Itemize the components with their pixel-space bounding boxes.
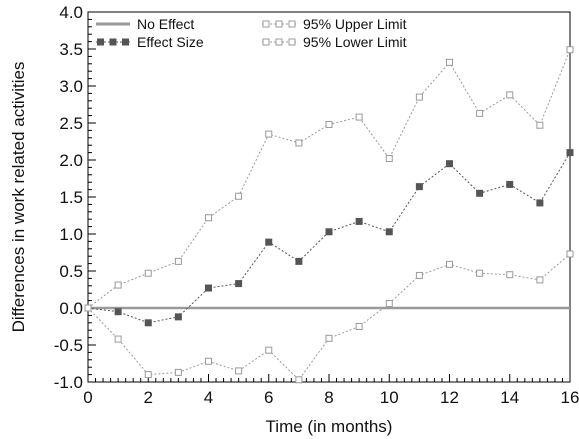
x-tick-label: 8 xyxy=(324,388,333,407)
legend-label-lower-limit: 95% Lower Limit xyxy=(303,34,407,50)
data-point-95-lower-limit xyxy=(114,335,122,343)
legend-label-no-effect: No Effect xyxy=(137,16,194,32)
legend-swatch-lower-limit-marker xyxy=(288,38,296,46)
data-point-95-upper-limit xyxy=(265,130,273,138)
data-point-95-lower-limit xyxy=(205,357,212,365)
data-point-effect-size xyxy=(446,160,453,168)
legend-entry-no-effect: No Effect xyxy=(96,16,194,32)
x-tick-label: 4 xyxy=(204,388,213,407)
data-point-effect-size xyxy=(114,308,122,316)
x-tick-label: 0 xyxy=(83,388,92,407)
y-tick-label: -1.0 xyxy=(54,373,83,392)
legend: No Effect Effect Size 95% Upper Limit 95… xyxy=(96,16,407,50)
data-point-95-upper-limit xyxy=(446,58,453,66)
data-point-effect-size xyxy=(265,238,273,246)
data-point-95-upper-limit xyxy=(355,113,363,121)
data-point-95-lower-limit xyxy=(265,346,273,354)
data-point-95-lower-limit xyxy=(355,323,363,330)
data-point-95-lower-limit xyxy=(536,276,544,284)
data-point-95-lower-limit xyxy=(506,271,514,279)
y-tick-label: 2.0 xyxy=(59,151,83,170)
data-point-95-lower-limit xyxy=(174,368,182,376)
data-point-95-lower-limit xyxy=(446,260,453,268)
plot-frame xyxy=(87,11,571,383)
y-tick-label: 3.0 xyxy=(59,77,83,96)
legend-swatch-upper-limit-marker xyxy=(288,20,296,28)
data-point-effect-size xyxy=(144,319,152,327)
y-axis-title: Differences in work related activities xyxy=(9,62,28,333)
data-point-95-upper-limit xyxy=(415,93,423,101)
legend-swatch-upper-limit-marker xyxy=(262,20,270,28)
data-point-effect-size xyxy=(355,217,363,225)
legend-entry-effect-size: Effect Size xyxy=(96,34,204,50)
y-tick-label: 2.5 xyxy=(59,114,83,133)
legend-label-effect-size: Effect Size xyxy=(137,34,204,50)
data-point-95-lower-limit xyxy=(235,367,243,375)
y-tick-label: 4.0 xyxy=(59,3,83,22)
series-layer xyxy=(84,46,574,384)
data-point-95-lower-limit xyxy=(295,376,303,384)
data-point-95-upper-limit xyxy=(385,155,393,163)
x-tick-label: 16 xyxy=(561,388,579,407)
data-point-95-lower-limit xyxy=(476,269,484,277)
legend-swatch-lower-limit-marker xyxy=(275,38,283,46)
legend-entry-upper-limit: 95% Upper Limit xyxy=(262,16,407,32)
data-point-effect-size xyxy=(476,189,484,197)
y-tick-label: 1.5 xyxy=(59,188,83,207)
x-axis-title: Time (in months) xyxy=(266,417,393,436)
data-point-effect-size xyxy=(325,228,333,236)
data-point-effect-size xyxy=(205,284,212,292)
data-point-95-upper-limit xyxy=(325,120,333,128)
minor-ticks xyxy=(88,18,563,382)
legend-swatch-upper-limit-marker xyxy=(275,20,283,28)
data-point-95-upper-limit xyxy=(476,109,484,117)
data-point-95-upper-limit xyxy=(114,281,122,289)
data-point-95-lower-limit xyxy=(84,304,92,312)
data-point-effect-size xyxy=(506,180,514,188)
data-point-95-upper-limit xyxy=(205,214,212,222)
x-axis-ticks: 0 2 4 6 8 10 12 14 16 xyxy=(83,374,579,407)
y-axis-ticks: -1.0 -0.5 0.0 0.5 1.0 1.5 2.0 2.5 3.0 3.5 4.0 xyxy=(54,3,96,392)
data-point-95-upper-limit xyxy=(566,46,574,54)
data-point-95-lower-limit xyxy=(385,300,393,308)
x-tick-label: 12 xyxy=(440,388,459,407)
legend-entry-lower-limit: 95% Lower Limit xyxy=(262,34,407,50)
data-point-95-upper-limit xyxy=(144,269,152,277)
data-point-effect-size xyxy=(235,280,243,288)
data-point-95-upper-limit xyxy=(506,91,514,99)
legend-label-upper-limit: 95% Upper Limit xyxy=(303,16,407,32)
data-point-95-lower-limit xyxy=(415,271,423,279)
y-tick-label: 0.5 xyxy=(59,262,83,281)
data-point-95-upper-limit xyxy=(235,192,243,200)
data-point-effect-size xyxy=(566,149,574,157)
data-point-95-lower-limit xyxy=(566,250,574,258)
x-tick-label: 14 xyxy=(500,388,519,407)
x-tick-label: 10 xyxy=(380,388,399,407)
data-point-effect-size xyxy=(295,257,303,265)
data-point-95-upper-limit xyxy=(536,121,544,129)
x-tick-label: 2 xyxy=(144,388,153,407)
data-point-95-upper-limit xyxy=(295,139,303,147)
x-tick-label: 6 xyxy=(264,388,273,407)
y-tick-label: 3.5 xyxy=(59,40,83,59)
data-point-95-upper-limit xyxy=(174,257,182,265)
y-tick-label: -0.5 xyxy=(54,336,83,355)
y-tick-label: 0.0 xyxy=(59,299,83,318)
data-point-effect-size xyxy=(415,183,423,191)
data-point-effect-size xyxy=(536,199,544,207)
legend-swatch-effect-size-marker xyxy=(122,38,129,46)
data-point-effect-size xyxy=(174,313,182,321)
data-point-95-lower-limit xyxy=(144,371,152,379)
data-point-95-lower-limit xyxy=(325,334,333,342)
legend-swatch-effect-size-marker xyxy=(109,38,117,46)
legend-swatch-lower-limit-marker xyxy=(262,38,270,46)
legend-swatch-effect-size-marker xyxy=(97,38,104,46)
y-tick-label: 1.0 xyxy=(59,225,83,244)
data-point-effect-size xyxy=(385,228,393,236)
